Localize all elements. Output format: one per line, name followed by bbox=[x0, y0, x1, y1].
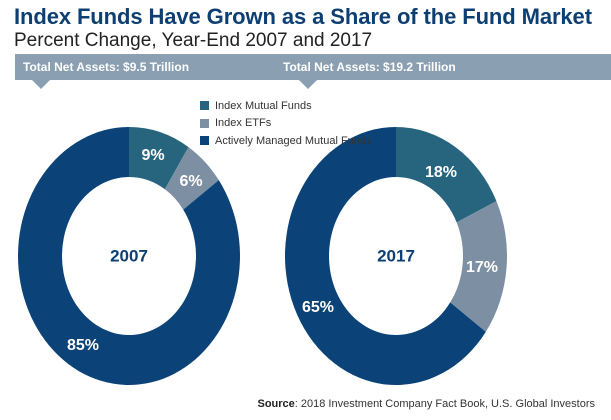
slice-label: 18% bbox=[425, 164, 457, 181]
legend-label: Index Mutual Funds bbox=[215, 99, 312, 112]
banner-pointer-right bbox=[298, 79, 318, 89]
donut-slice-2017-1 bbox=[450, 201, 507, 332]
slice-label: 17% bbox=[466, 259, 498, 276]
slice-label: 6% bbox=[179, 173, 202, 190]
donut-slice-2017-2 bbox=[285, 127, 486, 385]
source-text: : 2018 Investment Company Fact Book, U.S… bbox=[294, 398, 595, 410]
donut-center-year: 2007 bbox=[110, 246, 148, 265]
chart-subtitle: Percent Change, Year-End 2007 and 2017 bbox=[14, 30, 373, 51]
total-assets-2007: Total Net Assets: $9.5 Trillion bbox=[23, 60, 190, 74]
donut-slice-2007-2 bbox=[17, 127, 240, 386]
source-label: Source bbox=[257, 398, 295, 410]
slice-label: 65% bbox=[302, 299, 334, 316]
legend-swatch bbox=[200, 118, 209, 128]
slice-label: 85% bbox=[67, 337, 99, 354]
donut-slice-2017-0 bbox=[396, 127, 497, 223]
slice-label: 9% bbox=[141, 147, 164, 164]
legend-label: Actively Managed Mutual Funds bbox=[215, 134, 372, 147]
donut-center-year: 2017 bbox=[377, 246, 415, 265]
donut-slice-2007-1 bbox=[164, 147, 219, 210]
legend-item-index-etfs: Index ETFs bbox=[200, 115, 372, 133]
legend-item-index-mutual-funds: Index Mutual Funds bbox=[200, 97, 372, 115]
chart-title: Index Funds Have Grown as a Share of the… bbox=[14, 4, 592, 29]
donut-slice-2007-0 bbox=[129, 127, 189, 190]
legend-swatch bbox=[200, 101, 209, 111]
source-note: Source: 2018 Investment Company Fact Boo… bbox=[258, 398, 596, 410]
total-assets-2017: Total Net Assets: $19.2 Trillion bbox=[283, 60, 456, 74]
legend: Index Mutual Funds Index ETFs Actively M… bbox=[200, 97, 372, 150]
legend-item-actively-managed: Actively Managed Mutual Funds bbox=[200, 132, 372, 150]
legend-swatch bbox=[200, 136, 209, 146]
banner-pointer-left bbox=[31, 79, 51, 89]
legend-label: Index ETFs bbox=[215, 117, 272, 130]
assets-banner bbox=[15, 54, 611, 80]
